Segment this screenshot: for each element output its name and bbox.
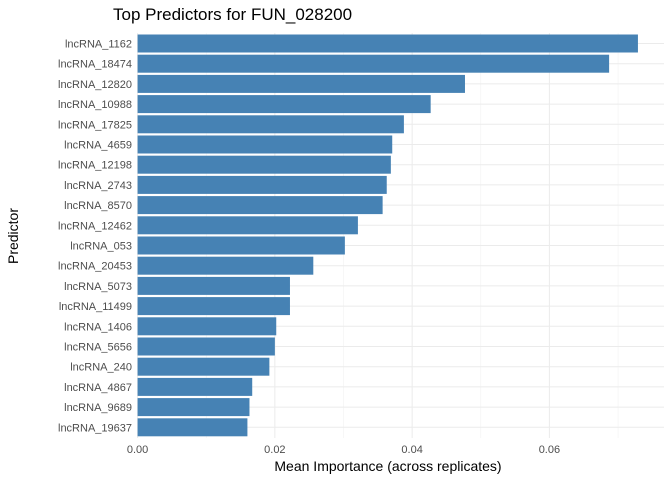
y-tick-label-lncRNA_12462: lncRNA_12462 bbox=[58, 220, 132, 232]
bar-lncRNA_5073 bbox=[137, 276, 290, 295]
y-tick-label-lncRNA_18474: lncRNA_18474 bbox=[58, 59, 132, 71]
bar-lncRNA_1406 bbox=[137, 317, 277, 336]
bar-lncRNA_5656 bbox=[137, 337, 275, 356]
y-tick-label-lncRNA_1406: lncRNA_1406 bbox=[64, 321, 132, 333]
bar-lncRNA_8570 bbox=[137, 196, 383, 215]
bar-lncRNA_10988 bbox=[137, 95, 431, 114]
x-tick-label: 0.02 bbox=[264, 444, 285, 456]
bar-lncRNA_053 bbox=[137, 236, 345, 255]
grid-lines bbox=[137, 33, 664, 438]
bar-lncRNA_20453 bbox=[137, 256, 314, 275]
bar-lncRNA_11499 bbox=[137, 297, 290, 316]
y-tick-label-lncRNA_12820: lncRNA_12820 bbox=[58, 79, 132, 91]
x-tick-labels: 0.00 0.02 0.04 0.06 bbox=[127, 444, 560, 456]
y-axis-title: Predictor bbox=[5, 208, 21, 264]
bar-lncRNA_240 bbox=[137, 357, 270, 376]
x-tick-label: 0.00 bbox=[127, 444, 148, 456]
y-tick-label-lncRNA_053: lncRNA_053 bbox=[70, 241, 132, 253]
bar-lncRNA_19637 bbox=[137, 418, 248, 437]
y-tick-label-lncRNA_5656: lncRNA_5656 bbox=[64, 342, 132, 354]
y-tick-labels: lncRNA_1162 lncRNA_18474 lncRNA_12820 lncRN… bbox=[58, 39, 132, 435]
bar-lncRNA_2743 bbox=[137, 175, 387, 194]
bar-lncRNA_9689 bbox=[137, 398, 250, 417]
x-tick-label: 0.04 bbox=[401, 444, 422, 456]
y-tick-label-lncRNA_10988: lncRNA_10988 bbox=[58, 99, 132, 111]
y-tick-label-lncRNA_5073: lncRNA_5073 bbox=[64, 281, 132, 293]
bar-lncRNA_12462 bbox=[137, 216, 358, 235]
chart-title: Top Predictors for FUN_028200 bbox=[113, 5, 352, 24]
bar-lncRNA_4659 bbox=[137, 135, 393, 154]
y-tick-label-lncRNA_1162: lncRNA_1162 bbox=[65, 39, 132, 51]
bar-lncRNA_12820 bbox=[137, 74, 465, 93]
y-tick-label-lncRNA_17825: lncRNA_17825 bbox=[58, 119, 132, 131]
y-tick-label-lncRNA_4659: lncRNA_4659 bbox=[64, 140, 132, 152]
y-tick-label-lncRNA_20453: lncRNA_20453 bbox=[58, 261, 132, 273]
y-tick-label-lncRNA_4867: lncRNA_4867 bbox=[64, 382, 132, 394]
bar-lncRNA_12198 bbox=[137, 155, 391, 174]
y-tick-label-lncRNA_9689: lncRNA_9689 bbox=[64, 402, 132, 414]
bar-lncRNA_1162 bbox=[137, 34, 638, 53]
bar-lncRNA_18474 bbox=[137, 54, 610, 73]
bars bbox=[137, 34, 638, 437]
y-tick-label-lncRNA_8570: lncRNA_8570 bbox=[64, 200, 132, 212]
y-tick-label-lncRNA_12198: lncRNA_12198 bbox=[58, 160, 132, 172]
y-tick-label-lncRNA_19637: lncRNA_19637 bbox=[58, 422, 132, 434]
bar-lncRNA_4867 bbox=[137, 377, 253, 396]
x-axis-title: Mean Importance (across replicates) bbox=[274, 458, 501, 474]
x-tick-label: 0.06 bbox=[539, 444, 560, 456]
y-tick-label-lncRNA_11499: lncRNA_11499 bbox=[59, 301, 132, 313]
y-tick-label-lncRNA_2743: lncRNA_2743 bbox=[64, 180, 132, 192]
bar-lncRNA_17825 bbox=[137, 115, 404, 134]
y-tick-label-lncRNA_240: lncRNA_240 bbox=[70, 362, 132, 374]
